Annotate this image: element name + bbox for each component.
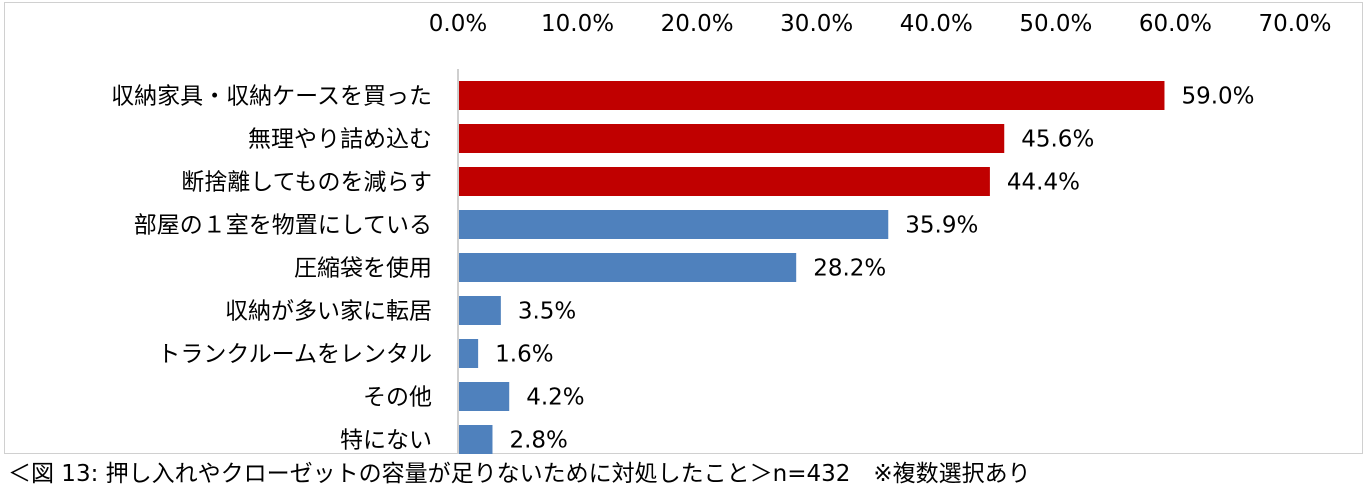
category-label: その他 — [363, 385, 432, 411]
data-label: 59.0% — [1181, 84, 1254, 110]
x-tick-label: 50.0% — [1019, 11, 1092, 37]
data-label: 2.8% — [509, 428, 567, 454]
bar — [459, 210, 889, 239]
category-label: 部屋の１室を物置にしている — [134, 213, 432, 239]
x-tick-label: 30.0% — [780, 11, 853, 37]
data-label: 45.6% — [1021, 127, 1094, 153]
data-label: 3.5% — [518, 299, 576, 325]
data-label: 28.2% — [813, 256, 886, 282]
x-axis-ticks: 0.0% 10.0% 20.0% 30.0% 40.0% 50.0% 60.0% 70.0% — [429, 11, 1332, 37]
bar — [459, 253, 797, 282]
bar-chart: 0.0% 10.0% 20.0% 30.0% 40.0% 50.0% 60.0% 70.0% … — [111, 11, 1332, 454]
data-label: 35.9% — [905, 213, 978, 239]
x-tick-label: 70.0% — [1258, 11, 1331, 37]
category-label: 収納家具・収納ケースを買った — [111, 84, 432, 110]
x-tick-label: 60.0% — [1139, 11, 1212, 37]
bar — [459, 296, 501, 325]
bar — [459, 167, 990, 196]
data-labels: 59.0% 45.6% 44.4% 35.9% 28.2% 3.5% 1.6% 4.2% 2.8… — [495, 84, 1254, 454]
data-label: 44.4% — [1007, 170, 1080, 196]
category-label: トランクルームをレンタル — [157, 342, 432, 368]
x-tick-label: 0.0% — [429, 11, 487, 37]
chart-frame: 0.0% 10.0% 20.0% 30.0% 40.0% 50.0% 60.0% 70.0% … — [4, 2, 1363, 454]
category-label: 収納が多い家に転居 — [225, 299, 432, 325]
category-label: 圧縮袋を使用 — [294, 256, 432, 282]
x-tick-label: 40.0% — [900, 11, 973, 37]
bar — [459, 382, 510, 411]
category-labels: 収納家具・収納ケースを買った無理やり詰め込む断捨離してものを減らす部屋の１室を物… — [111, 84, 432, 454]
bars — [459, 81, 1165, 454]
x-tick-label: 10.0% — [541, 11, 614, 37]
data-label: 1.6% — [495, 342, 553, 368]
category-label: 無理やり詰め込む — [248, 127, 432, 153]
figure-caption: ＜図 13: 押し入れやクローゼットの容量が足りないために対処したこと＞n=43… — [8, 461, 1031, 487]
x-tick-label: 20.0% — [661, 11, 734, 37]
bar — [459, 124, 1005, 153]
category-label: 特にない — [340, 428, 432, 454]
category-label: 断捨離してものを減らす — [181, 170, 432, 196]
bar — [459, 339, 479, 368]
bar — [459, 425, 493, 454]
bar — [459, 81, 1165, 110]
data-label: 4.2% — [526, 385, 584, 411]
